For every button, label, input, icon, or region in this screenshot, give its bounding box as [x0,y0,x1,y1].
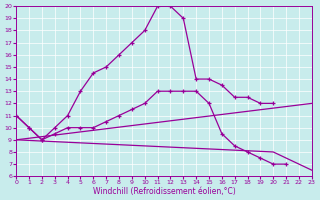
X-axis label: Windchill (Refroidissement éolien,°C): Windchill (Refroidissement éolien,°C) [93,187,236,196]
